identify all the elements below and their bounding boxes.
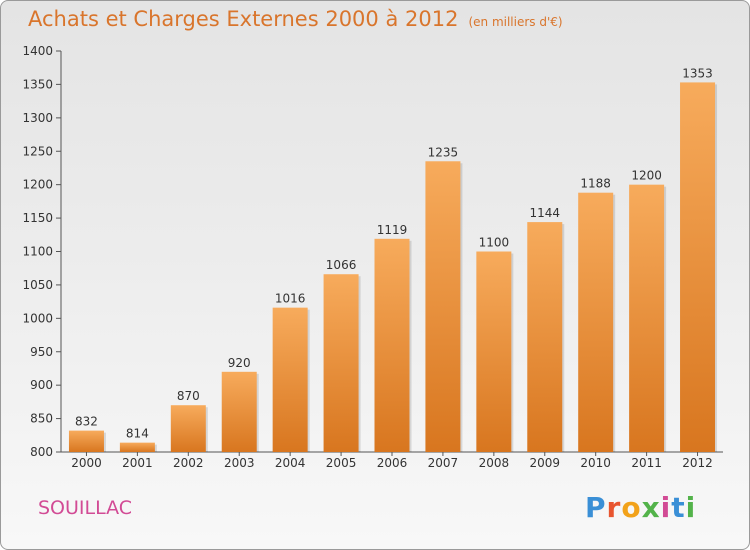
- bar-2009: [527, 222, 563, 452]
- chart-title-text: Achats et Charges Externes 2000 à 2012: [28, 7, 459, 31]
- y-tick-label: 1250: [22, 144, 53, 158]
- value-label-2001: 814: [126, 427, 149, 441]
- value-label-2011: 1200: [631, 169, 662, 183]
- value-label-2006: 1119: [377, 223, 408, 237]
- y-tick-label: 1200: [22, 178, 53, 192]
- bar-2001: [119, 442, 155, 452]
- x-tick-label-2012: 2012: [682, 456, 713, 470]
- x-tick-label-2007: 2007: [428, 456, 459, 470]
- bar-2010: [578, 192, 614, 453]
- value-label-2008: 1100: [479, 236, 510, 250]
- logo-letter: o: [621, 491, 642, 524]
- y-tick-label: 1300: [22, 111, 53, 125]
- x-tick-label-2009: 2009: [529, 456, 560, 470]
- x-tick-label-2004: 2004: [275, 456, 306, 470]
- bar-2004: [272, 307, 308, 452]
- bar-2007: [425, 161, 461, 452]
- y-tick-label: 1100: [22, 245, 53, 259]
- y-tick-label: 1400: [22, 44, 53, 58]
- logo-letter: i: [660, 491, 672, 524]
- x-tick-label-2002: 2002: [173, 456, 204, 470]
- x-tick-label-2000: 2000: [71, 456, 102, 470]
- chart-subtitle: (en milliers d'€): [468, 15, 563, 29]
- city-name: SOUILLAC: [38, 497, 133, 519]
- y-tick-label: 900: [30, 378, 53, 392]
- x-tick-label-2008: 2008: [479, 456, 510, 470]
- y-tick-label: 850: [30, 412, 53, 426]
- proxiti-logo: Proxiti: [585, 491, 696, 524]
- y-tick-label: 950: [30, 345, 53, 359]
- value-label-2012: 1353: [682, 66, 713, 80]
- value-label-2004: 1016: [275, 292, 306, 306]
- chart-title: Achats et Charges Externes 2000 à 2012 (e…: [28, 7, 563, 31]
- bar-2011: [629, 184, 665, 452]
- logo-letter: P: [585, 491, 607, 524]
- value-label-2007: 1235: [428, 145, 459, 159]
- logo-letter: i: [685, 491, 697, 524]
- logo-letter: r: [606, 491, 622, 524]
- value-label-2009: 1144: [529, 206, 560, 220]
- y-tick-label: 1150: [22, 211, 53, 225]
- value-label-2003: 920: [228, 356, 251, 370]
- logo-letter: t: [671, 491, 686, 524]
- x-tick-label-2001: 2001: [122, 456, 153, 470]
- x-tick-label-2005: 2005: [326, 456, 357, 470]
- bar-2000: [68, 430, 104, 452]
- y-tick-label: 1050: [22, 278, 53, 292]
- bar-2008: [476, 251, 512, 452]
- value-label-2000: 832: [75, 415, 98, 429]
- x-tick-label-2003: 2003: [224, 456, 255, 470]
- y-tick-label: 1350: [22, 77, 53, 91]
- value-label-2002: 870: [177, 389, 200, 403]
- value-label-2005: 1066: [326, 258, 357, 272]
- y-tick-label: 1000: [22, 311, 53, 325]
- x-tick-label-2010: 2010: [580, 456, 611, 470]
- bar-2012: [680, 82, 716, 452]
- bar-chart: 800 850 900 950 1000 1050 1100 1150 1200 1250 1300…: [22, 44, 723, 470]
- axes: 800 850 900 950 1000 1050 1100 1150 1200 1250 1300…: [22, 44, 723, 470]
- y-tick-label: 800: [30, 445, 53, 459]
- value-label-2010: 1188: [580, 177, 611, 191]
- bar-2006: [374, 238, 410, 452]
- x-tick-label-2006: 2006: [377, 456, 408, 470]
- bar-2002: [170, 405, 206, 452]
- bar-2005: [323, 274, 359, 452]
- logo-letter: x: [641, 491, 661, 524]
- x-tick-label-2011: 2011: [631, 456, 662, 470]
- bars-group: 832 814 870 920 1016 1066 1119 1235 1100 1144 1188…: [68, 66, 718, 453]
- bar-2003: [221, 371, 257, 452]
